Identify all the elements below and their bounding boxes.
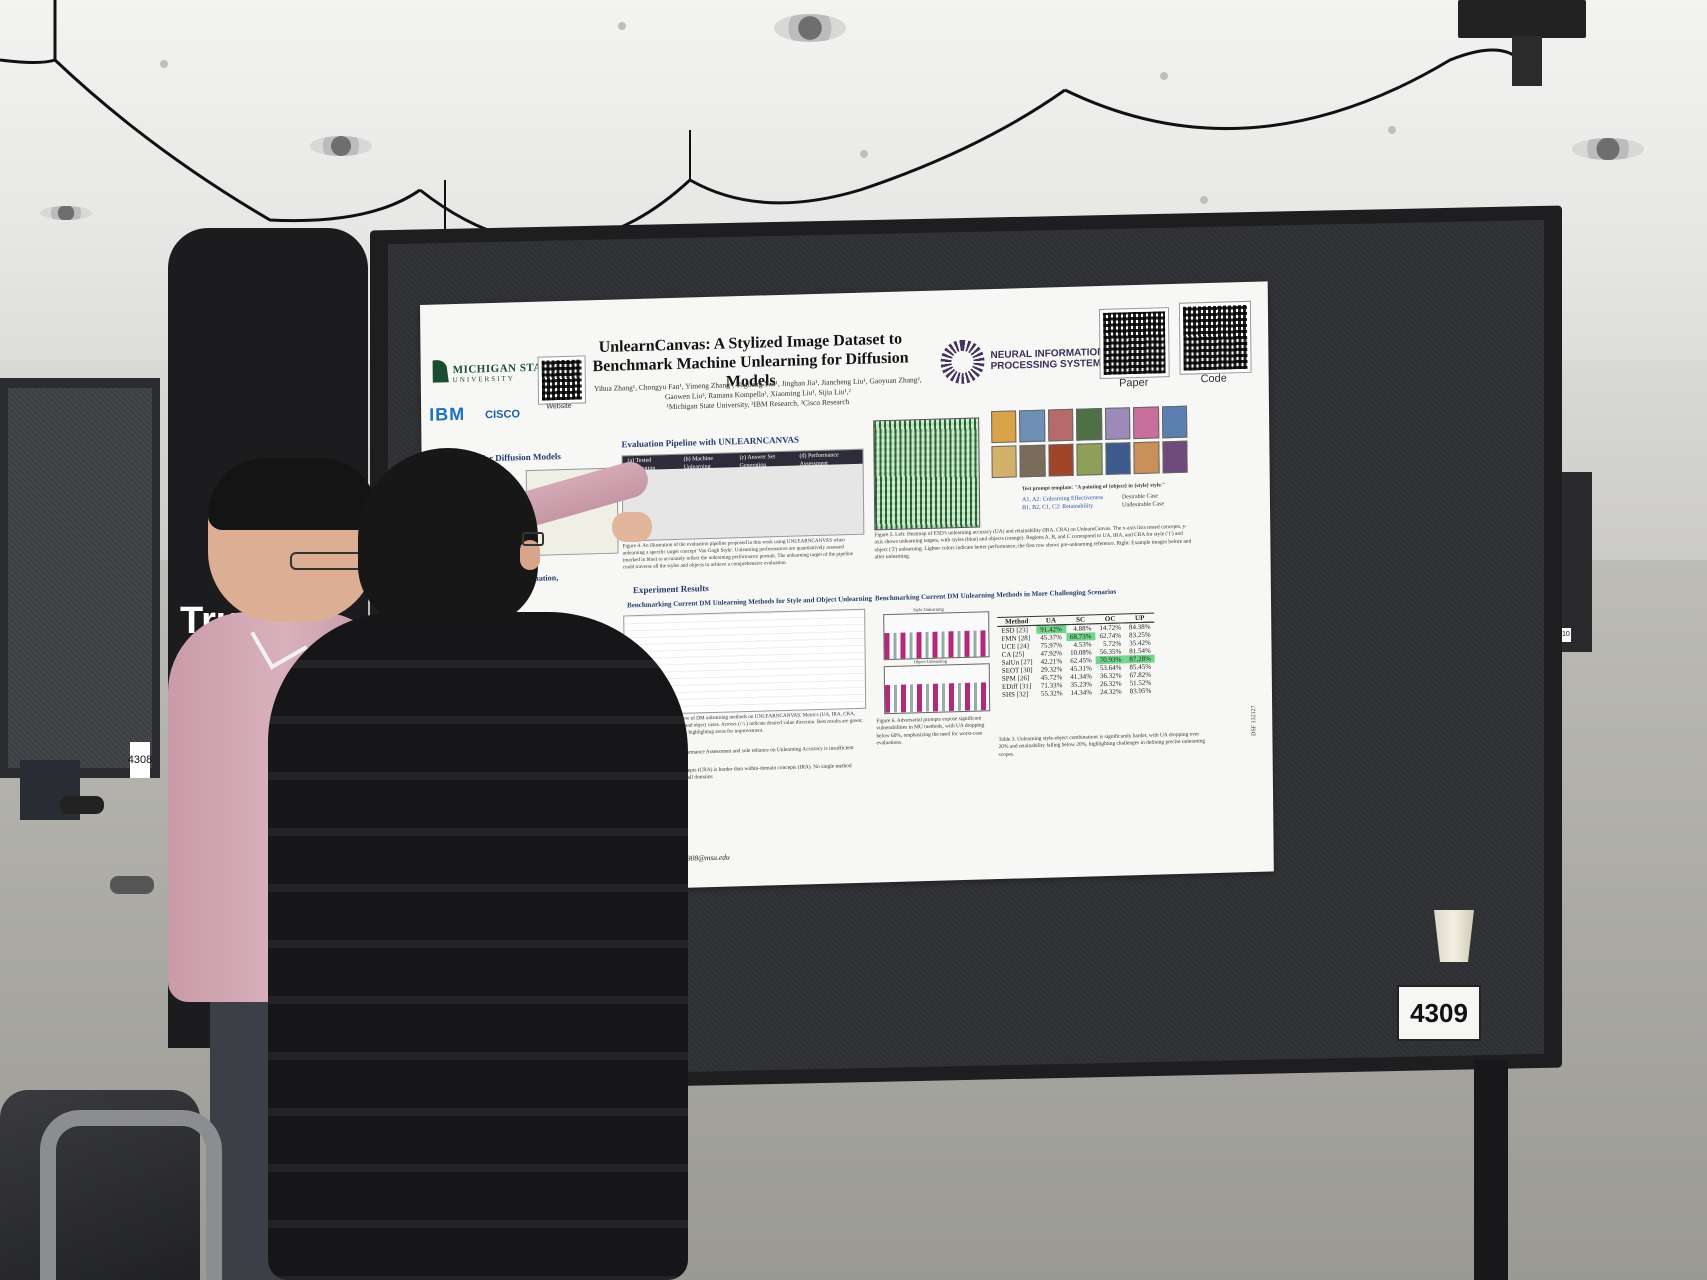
ceiling-light <box>1160 72 1168 80</box>
cisco-logo: CISCO <box>485 408 521 422</box>
figure6-caption: Figure 6. Adversarial prompts expose sig… <box>876 715 985 747</box>
black-puffer-jacket <box>268 612 688 1280</box>
ceiling-light <box>160 60 168 68</box>
ceiling-vent <box>310 136 372 156</box>
website-qr-code <box>537 355 587 405</box>
ceiling-vent <box>40 206 92 220</box>
man-black-jacket-head <box>358 448 538 626</box>
pointing-hand <box>612 512 652 542</box>
legend-retainability: B1, B2, C1, C2: Retainability <box>1022 503 1094 512</box>
pipeline-caption: Figure 4. An illustration of the evaluat… <box>622 537 854 571</box>
eyeglasses-icon <box>290 552 364 570</box>
eval-pipeline-title: Evaluation Pipeline with UNLEARNCANVAS <box>621 434 800 450</box>
research-poster: MICHIGAN STATE UNIVERSITY IBM CISCO Webs… <box>420 281 1274 896</box>
legend-undesirable: Undesirable Case <box>1121 501 1165 509</box>
object-unlearning-bars <box>883 663 991 715</box>
backpack <box>0 1090 222 1280</box>
ceiling-vent <box>774 14 846 42</box>
code-qr-label: Code <box>1200 372 1227 386</box>
table3-method-cell: SHS [32] <box>1001 690 1029 700</box>
paper-qr-label: Paper <box>1119 376 1149 390</box>
left-board-number: 4308 <box>128 742 152 778</box>
table3-caption: Table 3. Unlearning style-object combina… <box>998 731 1206 758</box>
pipeline-step-b: (b) Machine Unlearning <box>683 455 714 471</box>
ear <box>520 540 540 570</box>
left-poster-board <box>0 378 160 778</box>
bench-title: Benchmarking Current DM Unlearning Metho… <box>627 594 873 610</box>
style-unlearning-bars <box>883 611 990 661</box>
ceiling-vent <box>1572 138 1644 160</box>
figure5-caption: Figure 5. Left: Heatmap of ESD's unlearn… <box>874 523 1192 561</box>
pipeline-step-c: (c) Answer Set Generation <box>739 454 776 470</box>
table3-value-cell: 55.32% <box>1040 689 1063 699</box>
table3: Method UA SC OC UP ESD [23] 91.42% 4.88% 14… <box>997 613 1155 700</box>
esd-heatmap <box>873 417 981 531</box>
ceiling-light <box>1388 126 1396 134</box>
code-qr-code <box>1178 300 1252 375</box>
paper-qr-code <box>1098 307 1170 380</box>
pipeline-step-d: (d) Performance Assessment <box>799 452 839 468</box>
table3-value-cell: 83.95% <box>1129 687 1152 696</box>
ceiling-light <box>618 22 626 30</box>
neurips-line2: PROCESSING SYSTEMS <box>990 357 1108 373</box>
website-qr-label: Website <box>546 402 572 411</box>
table3-value-cell: 24.32% <box>1100 687 1122 697</box>
neurips-dots-icon <box>940 339 985 385</box>
eyeglasses-icon <box>522 532 544 546</box>
paper-cup <box>1434 910 1474 962</box>
shoe <box>60 796 104 814</box>
ceiling-light <box>860 150 868 158</box>
board-leg <box>1474 1060 1508 1280</box>
results-title: Experiment Results <box>632 583 709 596</box>
board-number-sign: 4309 <box>1397 985 1481 1041</box>
man-pink-hoodie-hair <box>208 458 378 530</box>
msu-spartan-logo <box>432 360 449 383</box>
side-id: DSF 132127 <box>1251 705 1258 737</box>
ibm-logo: IBM <box>429 403 466 425</box>
projector-mount <box>1512 36 1542 86</box>
example-images-grid <box>991 405 1188 479</box>
neurips-logo: NEURAL INFORMATION PROCESSING SYSTEMS <box>940 336 1108 385</box>
table3-value-cell: 14.34% <box>1070 688 1093 698</box>
ceiling-light <box>1200 196 1208 204</box>
ceiling-projector <box>1458 0 1586 38</box>
shoe <box>110 876 154 894</box>
challenge-title: Benchmarking Current DM Unlearning Metho… <box>874 587 1117 603</box>
